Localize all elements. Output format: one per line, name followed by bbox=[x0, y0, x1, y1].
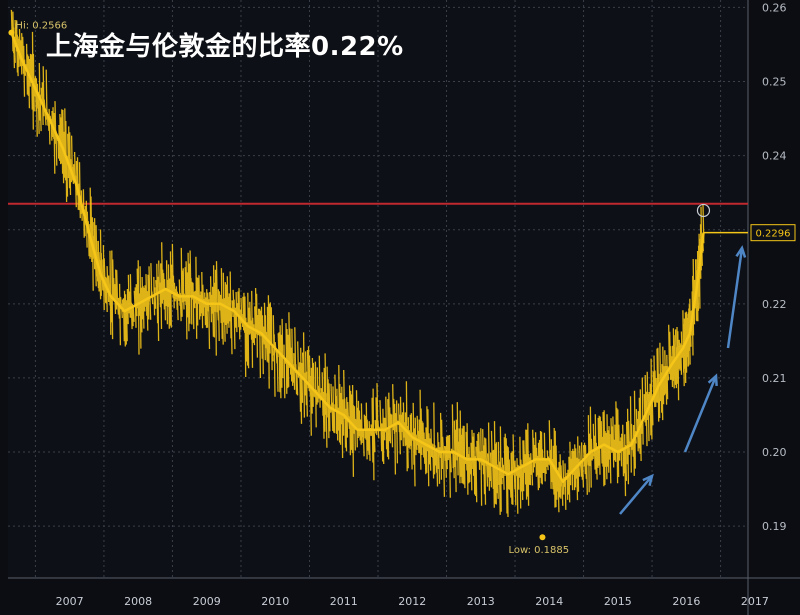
y-tick-label: 0.25 bbox=[762, 76, 787, 89]
hi-label: Hi: 0.2566 bbox=[15, 21, 67, 32]
hi-marker bbox=[8, 29, 15, 36]
y-tick-label: 0.21 bbox=[762, 372, 787, 385]
trend-arrow bbox=[619, 475, 653, 515]
low-label: Low: 0.1885 bbox=[508, 545, 569, 556]
trend-arrow bbox=[683, 375, 718, 453]
last-value-label: 0.2296 bbox=[756, 229, 791, 240]
x-tick-label: 2010 bbox=[261, 595, 289, 608]
low-marker bbox=[539, 534, 546, 541]
y-tick-label: 0.26 bbox=[762, 1, 787, 14]
last-value-box bbox=[750, 224, 796, 242]
trend-arrow-head bbox=[707, 373, 718, 387]
x-tick-label: 2009 bbox=[193, 595, 221, 608]
trend-arrow-head bbox=[642, 473, 654, 486]
series-noise bbox=[10, 9, 705, 518]
x-tick-label: 2017 bbox=[741, 595, 769, 608]
x-tick-label: 2012 bbox=[398, 595, 426, 608]
x-tick-label: 2015 bbox=[604, 595, 632, 608]
x-tick-label: 2016 bbox=[672, 595, 700, 608]
y-tick-label: 0.24 bbox=[762, 150, 787, 163]
trend-arrow-head bbox=[735, 245, 747, 258]
chart-title: 上海金与伦敦金的比率0.22% bbox=[46, 32, 404, 62]
x-tick-label: 2008 bbox=[124, 595, 152, 608]
x-tick-label: 2007 bbox=[56, 595, 84, 608]
trend-arrow bbox=[726, 247, 744, 349]
y-tick-label: 0.19 bbox=[762, 520, 787, 533]
x-tick-label: 2014 bbox=[535, 595, 563, 608]
y-tick-label: 0.22 bbox=[762, 298, 787, 311]
y-tick-label: 0.20 bbox=[762, 446, 787, 459]
x-tick-label: 2013 bbox=[467, 595, 495, 608]
last-circle bbox=[696, 203, 711, 218]
x-tick-label: 2011 bbox=[330, 595, 358, 608]
